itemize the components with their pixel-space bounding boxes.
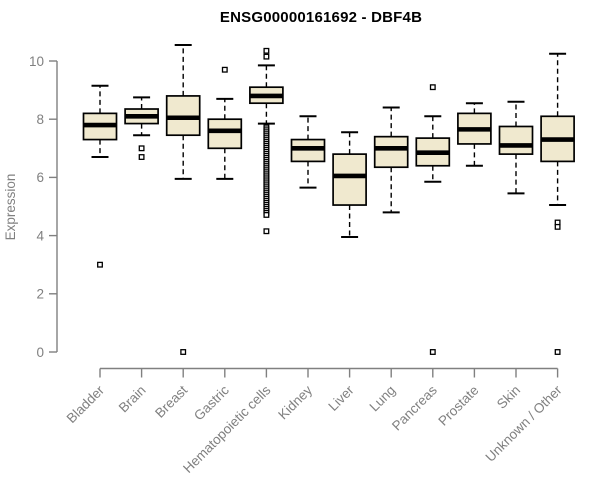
y-tick-label: 0 [36, 345, 44, 360]
outlier-point [263, 211, 270, 218]
y-tick-label: 2 [36, 287, 44, 302]
x-tick-label: Gastric [191, 382, 232, 423]
iqr-box [332, 153, 367, 206]
y-tick-label: 8 [36, 112, 44, 127]
iqr-box [498, 125, 534, 155]
x-tick-label: Prostate [435, 383, 481, 429]
y-axis-title: Expression [3, 174, 18, 241]
outlier-point [263, 53, 270, 60]
x-tick-label: Bladder [64, 382, 108, 426]
chart-title: ENSG00000161692 - DBF4B [219, 9, 423, 26]
outlier-point [97, 261, 103, 268]
outlier-point [554, 349, 561, 355]
x-tick-label: Pancreas [389, 382, 440, 433]
y-tick-label: 6 [36, 170, 44, 185]
x-tick-label: Liver [325, 382, 357, 414]
x-tick-label: Kidney [275, 382, 315, 422]
outlier-point [180, 349, 187, 355]
x-tick-label: Brain [116, 383, 149, 416]
outlier-point [263, 228, 270, 235]
outlier-point [429, 84, 436, 91]
iqr-box [207, 118, 243, 150]
outlier-point [429, 349, 436, 355]
y-tick-label: 4 [36, 228, 44, 243]
outlier-point [138, 154, 145, 160]
x-tick-label: Skin [494, 383, 523, 412]
outlier-point [263, 47, 270, 54]
outlier-point [138, 145, 145, 152]
outlier-point [554, 223, 561, 230]
x-tick-label: Unknown / Other [482, 382, 565, 465]
iqr-box [373, 135, 409, 169]
x-tick-label: Lung [366, 383, 398, 415]
outlier-point [221, 66, 228, 73]
y-tick-label: 10 [29, 54, 44, 69]
x-tick-label: Breast [152, 382, 190, 420]
